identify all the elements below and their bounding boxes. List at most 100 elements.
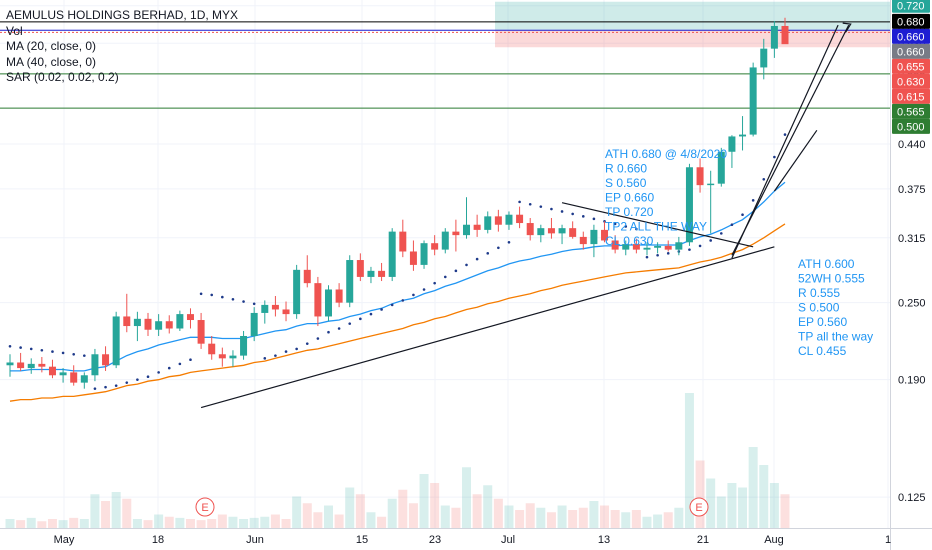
sar-dot (720, 232, 723, 235)
candle-body (240, 335, 248, 356)
volume-bar (631, 510, 641, 528)
sar-dot (783, 133, 787, 136)
sar-dot (592, 217, 596, 221)
indicator-ma40[interactable]: MA (40, close, 0) (6, 54, 97, 69)
candle (38, 356, 46, 373)
candle-body (601, 229, 609, 241)
candle (197, 312, 205, 349)
candle-body (324, 289, 332, 317)
candle (335, 283, 343, 308)
volume-bar (79, 519, 89, 528)
candle (484, 211, 492, 234)
candle-body (399, 231, 407, 252)
sar-dot (709, 239, 712, 242)
candle (420, 240, 428, 269)
candle (494, 209, 502, 232)
volume-bar (217, 514, 227, 528)
earnings-label: E (695, 502, 702, 514)
sar-dot (146, 375, 150, 379)
volume-bar (207, 519, 217, 528)
candle (664, 240, 672, 252)
volume-bar (281, 519, 291, 528)
volume-bar (621, 512, 631, 528)
price-label-ma: 0.660 (892, 43, 930, 59)
volume-bar (440, 505, 450, 528)
candle-body (728, 136, 736, 152)
symbol-title[interactable]: AEMULUS HOLDINGS BERHAD, 1D, MYX (6, 8, 239, 22)
price-label-resistance: 0.660 (892, 28, 930, 44)
candle-body (218, 354, 226, 359)
sar-dot (571, 212, 574, 216)
indicator-sar[interactable]: SAR (0.02, 0.02, 0.2) (6, 70, 119, 84)
channel-trendline (773, 129, 818, 192)
volume-bar (101, 501, 111, 528)
candle (208, 335, 216, 360)
sar-dot (369, 312, 373, 316)
sar-dot (8, 344, 12, 348)
candle (303, 255, 311, 288)
sar-dot (486, 252, 490, 255)
volume-bar (5, 519, 15, 528)
indicator-vol[interactable]: Vol (6, 23, 23, 38)
candle-body (717, 151, 725, 184)
candle (717, 147, 725, 187)
candle (643, 242, 651, 256)
volume-bar (600, 505, 610, 528)
price-label-bg (892, 28, 930, 44)
volume-bar (610, 510, 620, 528)
candle-body (739, 134, 747, 137)
sar-dot (199, 292, 203, 296)
note-line: CL 0.455 (798, 344, 847, 358)
price-label-text: 0.660 (897, 46, 925, 58)
earnings-marker: E (195, 497, 215, 517)
price-label-support: 0.500 (892, 118, 930, 134)
volume-bar (90, 494, 100, 528)
candle-body (197, 320, 205, 344)
note-line: 52WH 0.555 (798, 272, 865, 286)
candle (547, 218, 555, 239)
volume-bar (546, 512, 556, 528)
candle (282, 301, 290, 322)
volume-bar (472, 494, 482, 528)
sar-dot (29, 347, 33, 351)
sar-dot (114, 384, 118, 387)
volume-bar (228, 516, 238, 528)
candle-body (760, 48, 768, 68)
sar-dot (125, 381, 129, 384)
candle-body (133, 318, 141, 327)
price-label-bg (892, 0, 930, 13)
note-line: R 0.660 (605, 162, 647, 176)
candle-body (314, 283, 322, 317)
candle-body (707, 183, 715, 186)
volume-bar (515, 510, 525, 528)
candle-body (590, 229, 598, 245)
sar-dot (380, 308, 383, 311)
sar-dot (178, 362, 182, 366)
candle (569, 221, 577, 239)
candle (367, 266, 375, 284)
price-label-text: 0.630 (897, 76, 925, 88)
candle-body (303, 269, 311, 284)
sar-dot (645, 255, 649, 259)
sar-dot (613, 222, 617, 226)
candle-body (229, 355, 237, 359)
candle (654, 242, 662, 254)
candle-body (441, 231, 449, 250)
sar-dot (688, 248, 691, 251)
candle-body (431, 243, 439, 250)
candle-body (102, 354, 110, 366)
note-line: TP2 ALL THE WAY (605, 220, 707, 234)
sar-dot (252, 302, 256, 306)
candle-body (59, 372, 67, 376)
indicator-ma20[interactable]: MA (20, close, 0) (6, 39, 97, 53)
candle-body (494, 216, 502, 225)
volume-bar (239, 519, 249, 528)
candle (441, 228, 449, 254)
sar-dot (401, 299, 405, 302)
candle (123, 293, 131, 333)
volume-bar (642, 516, 652, 528)
sar-dot (348, 322, 352, 325)
sar-dot (316, 337, 320, 340)
candle (749, 62, 757, 137)
